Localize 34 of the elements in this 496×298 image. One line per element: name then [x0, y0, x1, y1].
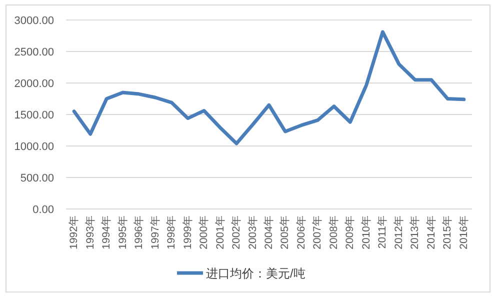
x-tick-label: 1996年: [133, 215, 146, 250]
x-tick-label: 2003年: [246, 215, 259, 250]
x-tick-label: 2004年: [263, 215, 275, 250]
line-series: [72, 30, 466, 146]
x-tick-label: 2008年: [328, 215, 340, 250]
x-tick-label: 2015年: [442, 215, 454, 250]
y-tick-label: 2500.00: [14, 46, 54, 58]
x-tick-label: 2009年: [344, 215, 356, 250]
x-tick-label: 2006年: [295, 215, 308, 250]
x-tick-label: 2014年: [425, 215, 438, 250]
x-tick-label: 1995年: [116, 215, 129, 250]
y-tick-label: 3000.00: [14, 15, 54, 27]
y-tick-label: 500.00: [20, 172, 54, 184]
x-tick-label: 2016年: [458, 215, 470, 250]
legend-label: 进口均价：美元/吨: [206, 266, 306, 280]
x-tick-label: 1992年: [68, 215, 80, 250]
x-tick-label: 2002年: [230, 215, 243, 250]
x-tick-label: 2010年: [360, 215, 372, 250]
x-tick-label: 1993年: [84, 215, 96, 250]
x-tick-label: 2000年: [198, 215, 210, 250]
y-tick-label: 2000.00: [14, 78, 54, 90]
y-tick-label: 1000.00: [14, 141, 54, 153]
y-tick-label: 1500.00: [14, 110, 54, 122]
x-tick-label: 2012年: [392, 215, 405, 250]
x-tick-label: 1994年: [100, 215, 113, 250]
x-tick-label: 2007年: [312, 215, 324, 250]
x-tick-label: 2013年: [409, 215, 422, 250]
x-tick-label: 2005年: [279, 215, 292, 250]
x-tick-label: 1997年: [149, 215, 162, 250]
x-tick-label: 2001年: [214, 215, 226, 250]
y-tick-label: 0.00: [32, 204, 54, 216]
x-tick-label: 1998年: [166, 215, 178, 250]
x-tick-label: 2011年: [376, 215, 389, 249]
x-tick-label: 1999年: [182, 215, 194, 250]
